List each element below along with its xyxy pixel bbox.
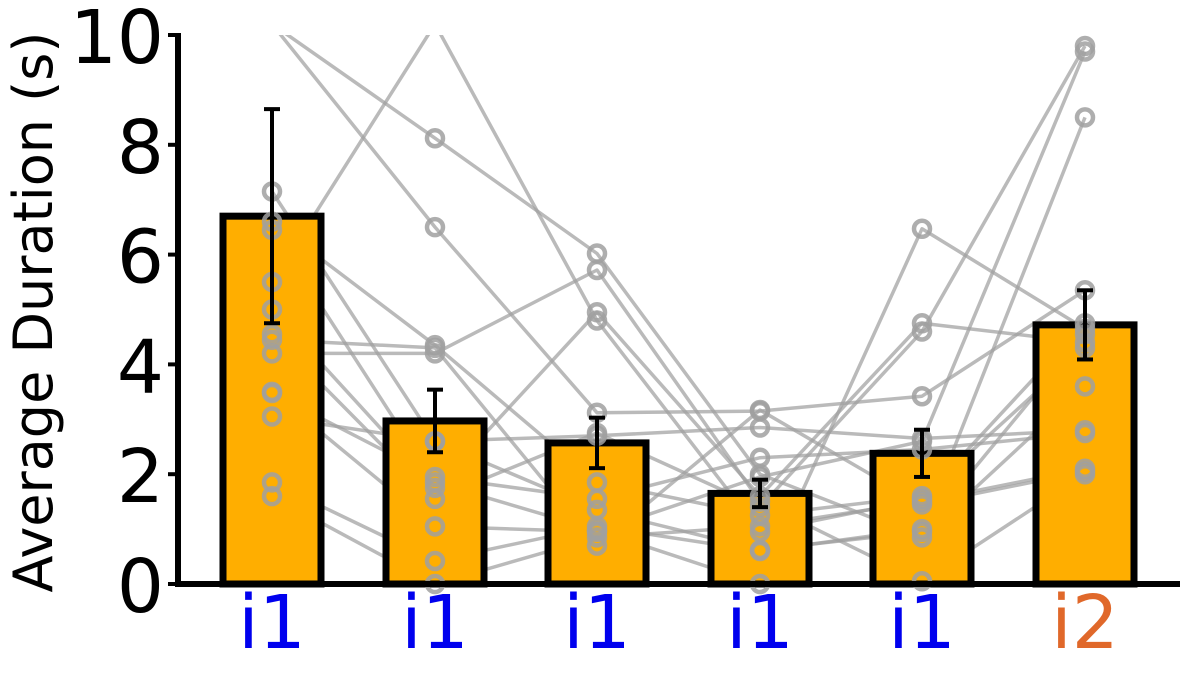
individual-point-14-1 bbox=[264, 16, 280, 32]
individual-point-11-4 bbox=[749, 540, 771, 562]
y-axis-label: Average Duration (s) bbox=[2, 32, 65, 593]
error-bars-layer bbox=[264, 107, 1093, 510]
individual-point-5-5 bbox=[911, 321, 933, 342]
individual-point-6-3 bbox=[586, 535, 608, 556]
x-category-label-3: i1 bbox=[563, 580, 631, 666]
individual-point-7-1 bbox=[261, 343, 283, 364]
individual-point-5-2 bbox=[424, 488, 446, 510]
x-tick-labels-layer: i1 i1 i1 i1 i1 i2 bbox=[238, 580, 1119, 666]
individual-point-10-1 bbox=[261, 406, 283, 427]
y-tick-label-6: 6 bbox=[117, 215, 164, 301]
individual-point-13-5 bbox=[911, 527, 933, 548]
individual-point-13-3 bbox=[586, 243, 608, 264]
x-category-label-4: i1 bbox=[726, 580, 794, 666]
individual-point-11-3 bbox=[586, 516, 608, 537]
x-category-label-2: i1 bbox=[401, 580, 469, 666]
individual-point-4-3 bbox=[586, 310, 608, 331]
individual-point-15-5 bbox=[911, 312, 933, 334]
individual-point-9-1 bbox=[261, 382, 283, 404]
y-tick-label-8: 8 bbox=[117, 105, 164, 191]
individual-point-14-2 bbox=[424, 216, 446, 238]
individual-point-6-1 bbox=[261, 329, 283, 350]
individual-point-15-3 bbox=[586, 301, 608, 323]
x-category-label-1: i1 bbox=[238, 580, 306, 666]
individual-point-14-5 bbox=[911, 385, 933, 407]
individual-point-13-2 bbox=[424, 127, 446, 149]
individual-point-12-6 bbox=[1074, 458, 1096, 479]
individual-point-9-3 bbox=[586, 488, 608, 510]
individual-point-9-2 bbox=[424, 466, 446, 488]
individual-point-12-4 bbox=[749, 516, 771, 537]
individual-point-3-5 bbox=[911, 218, 933, 240]
y-ticks-layer: 0 2 4 6 8 10 bbox=[70, 0, 178, 630]
individual-point-4-2 bbox=[427, 16, 443, 32]
individual-point-8-2 bbox=[424, 516, 446, 537]
individual-point-12-5 bbox=[911, 491, 933, 512]
y-tick-label-0: 0 bbox=[117, 544, 164, 630]
individual-point-13-1 bbox=[264, 16, 280, 32]
individual-points-layer bbox=[261, 16, 1096, 595]
individual-point-12-1 bbox=[261, 485, 283, 507]
individual-point-11-6 bbox=[1074, 107, 1096, 128]
individual-point-13-6 bbox=[1074, 376, 1096, 397]
y-tick-label-4: 4 bbox=[117, 324, 164, 410]
individual-point-11-5 bbox=[911, 518, 933, 540]
individual-point-12-3 bbox=[586, 527, 608, 548]
axes-layer bbox=[175, 33, 1180, 587]
y-tick-label-2: 2 bbox=[117, 434, 164, 520]
bar-6 bbox=[1032, 321, 1138, 588]
individual-line-14 bbox=[278, 35, 1086, 415]
x-category-label-6: i2 bbox=[1051, 580, 1119, 666]
x-category-label-5: i1 bbox=[888, 580, 956, 666]
individual-point-14-4 bbox=[749, 400, 771, 422]
individual-point-11-2 bbox=[424, 550, 446, 572]
individual-point-7-2 bbox=[424, 343, 446, 364]
y-tick-label-10: 10 bbox=[70, 0, 164, 81]
individual-point-8-6 bbox=[1074, 41, 1096, 62]
individual-point-10-6 bbox=[1074, 420, 1096, 441]
individual-point-15-2 bbox=[424, 477, 446, 499]
individual-point-11-1 bbox=[261, 472, 283, 493]
